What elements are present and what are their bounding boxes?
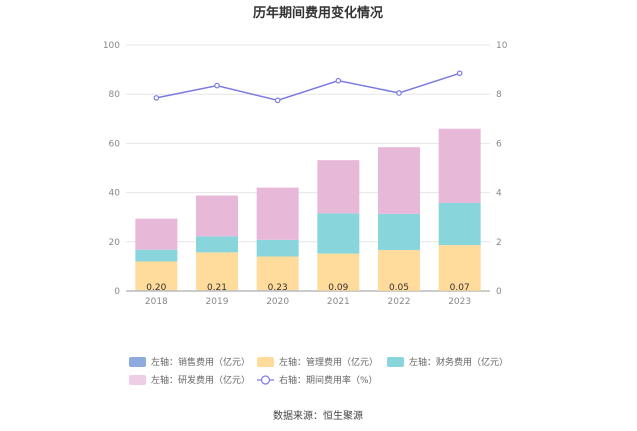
legend-swatch (129, 375, 146, 385)
bar-segment (317, 160, 360, 214)
left-tick-label: 80 (109, 90, 121, 100)
bar-segment (256, 187, 299, 240)
rate-point (396, 90, 402, 96)
legend-item[interactable]: 左轴：研发费用（亿元） (129, 374, 250, 386)
bar-segment (196, 290, 238, 291)
bar-value-label: 0.05 (389, 283, 409, 293)
right-tick-label: 4 (496, 189, 502, 199)
right-tick-label: 0 (496, 287, 502, 297)
rate-point (456, 70, 463, 77)
left-tick-label: 0 (114, 287, 120, 297)
bar-segment (438, 128, 481, 204)
x-tick-label: 2019 (206, 297, 229, 307)
right-tick-label: 8 (496, 90, 502, 100)
legend: 左轴：销售费用（亿元） 左轴：管理费用（亿元） 左轴：财务费用（亿元） 左轴：研发费用… (129, 356, 508, 386)
left-tick-label: 40 (109, 189, 121, 199)
bar-segment (378, 213, 420, 251)
rate-line-path (156, 72, 460, 102)
legend-label: 左轴：销售费用（亿元） (151, 356, 250, 368)
bar-segment (438, 245, 481, 291)
bar-segment (438, 203, 481, 246)
legend-swatch (387, 357, 404, 367)
bar-segment (256, 256, 299, 291)
legend-label: 左轴：财务费用（亿元） (409, 356, 508, 368)
bar-segment (135, 218, 178, 250)
x-axis-ticks: 2018 2019 2020 2021 2022 2023 (145, 297, 471, 307)
bar-segment (317, 213, 360, 254)
bars (135, 128, 481, 291)
x-tick-label: 2022 (388, 297, 411, 307)
x-tick-label: 2023 (448, 297, 471, 307)
rate-line (153, 70, 463, 104)
right-tick-label: 2 (496, 238, 502, 248)
rate-point (274, 97, 281, 104)
x-tick-label: 2020 (266, 297, 289, 307)
left-tick-label: 100 (103, 41, 120, 51)
legend-item[interactable]: 右轴：期间费用率（%） (257, 374, 378, 386)
left-axis-ticks: 0 20 40 60 80 100 (103, 41, 120, 297)
bar-segment (196, 195, 238, 237)
legend-item[interactable]: 左轴：销售费用（亿元） (129, 356, 250, 368)
bar-segment (378, 147, 420, 214)
legend-swatch (257, 357, 274, 367)
right-axis-ticks: 0 2 4 6 8 10 (496, 41, 508, 297)
legend-label: 右轴：期间费用率（%） (279, 374, 378, 386)
legend-swatch (129, 357, 146, 367)
right-tick-label: 10 (496, 41, 508, 51)
left-tick-label: 20 (109, 238, 121, 248)
bar-segment (378, 250, 420, 291)
bar-value-label: 0.21 (207, 283, 227, 293)
legend-label: 左轴：管理费用（亿元） (279, 356, 378, 368)
legend-item[interactable]: 左轴：财务费用（亿元） (387, 356, 508, 368)
bar-segment (196, 252, 238, 291)
bar-value-label: 0.09 (328, 283, 348, 293)
bar-value-label: 0.07 (450, 283, 470, 293)
bar-segment (196, 236, 238, 253)
rate-point (335, 77, 342, 84)
bar-segment (135, 249, 178, 262)
bar-segment (317, 253, 360, 291)
bar-labels: 0.20 0.21 0.23 0.09 0.05 0.07 (146, 283, 469, 293)
bar-segment (135, 261, 178, 291)
gridlines (126, 44, 490, 292)
legend-label: 左轴：研发费用（亿元） (151, 374, 250, 386)
chart-title: 历年期间费用变化情况 (253, 5, 383, 21)
rate-point (153, 95, 160, 101)
left-tick-label: 60 (109, 139, 121, 149)
legend-item[interactable]: 左轴：管理费用（亿元） (257, 356, 378, 368)
legend-swatch-marker (260, 375, 271, 385)
right-tick-label: 6 (496, 139, 502, 149)
bar-segment (256, 239, 299, 257)
data-source: 数据来源：恒生聚源 (273, 409, 363, 422)
bar-value-label: 0.23 (268, 283, 288, 293)
x-tick-label: 2018 (145, 297, 168, 307)
x-tick-label: 2021 (327, 297, 350, 307)
bar-segment (256, 290, 299, 291)
rate-point (214, 82, 220, 89)
bar-value-label: 0.20 (146, 283, 166, 293)
